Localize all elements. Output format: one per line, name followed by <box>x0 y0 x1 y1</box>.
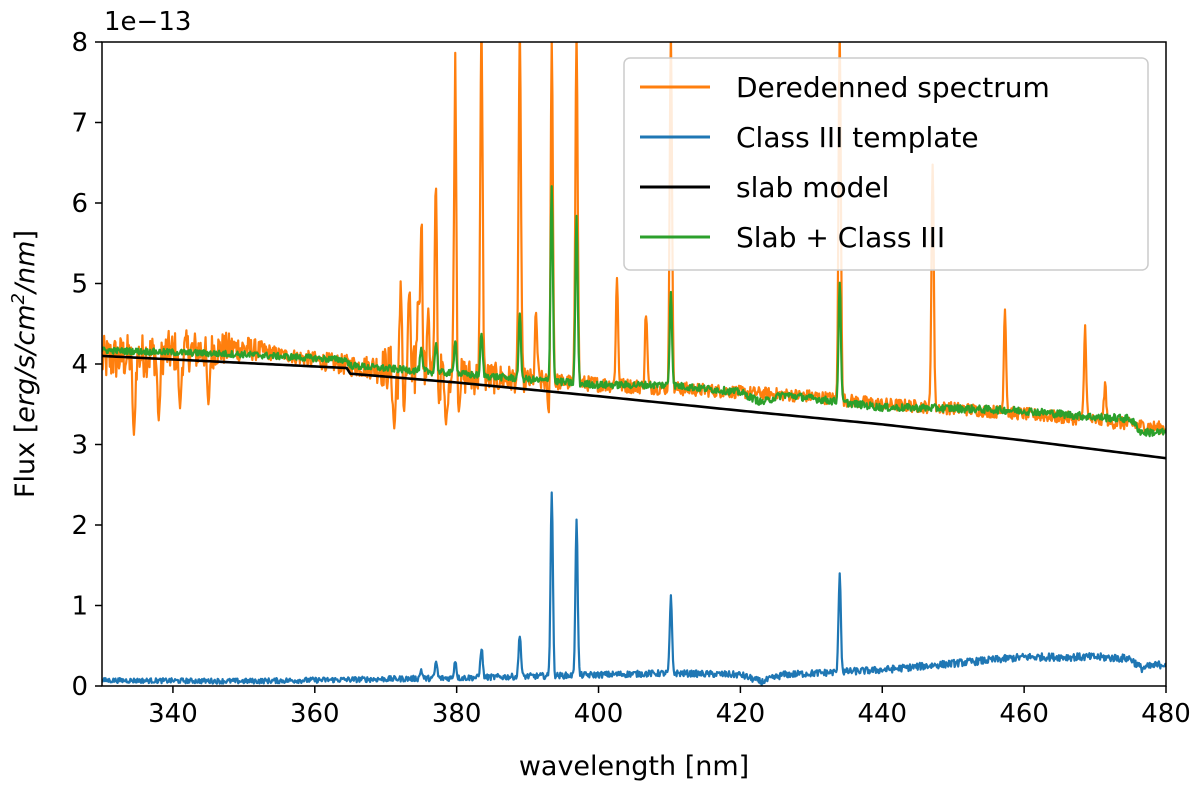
y-tick-label: 2 <box>71 511 88 541</box>
x-tick-label: 380 <box>432 699 482 729</box>
legend: Deredenned spectrum Class III template sla… <box>623 57 1149 271</box>
x-tick-label: 400 <box>574 699 624 729</box>
y-label-suffix: ] <box>10 230 41 241</box>
x-tick-label: 480 <box>1141 699 1191 729</box>
legend-box <box>623 57 1149 271</box>
y-axis: 0 1 2 3 4 5 6 7 8 <box>71 28 102 702</box>
series-line-slab-class-iii <box>102 185 1166 438</box>
x-tick-label: 460 <box>999 699 1049 729</box>
y-label-unit: erg/s/cm <box>10 305 41 423</box>
legend-label-class-iii-template: Class III template <box>736 121 979 154</box>
y-tick-label: 6 <box>71 189 88 219</box>
legend-label-slab-class-iii: Slab + Class III <box>736 221 945 254</box>
x-axis: 340 360 380 400 420 440 460 480 <box>148 686 1191 729</box>
y-label-prefix: Flux [ <box>10 423 41 498</box>
x-tick-label: 420 <box>716 699 766 729</box>
y-label-exponent: 2 <box>8 293 29 304</box>
y-tick-label: 0 <box>71 672 88 702</box>
series-layer <box>102 42 1166 686</box>
legend-label-slab-model: slab model <box>736 171 889 204</box>
y-label-per-nm: /nm <box>10 241 41 296</box>
y-axis-label: Flux [erg/s/cm2/nm] <box>8 230 41 498</box>
y-tick-label: 8 <box>71 28 88 58</box>
x-tick-label: 340 <box>148 699 198 729</box>
x-tick-label: 360 <box>290 699 340 729</box>
y-tick-label: 7 <box>71 109 88 139</box>
y-offset-label: 1e−13 <box>104 7 191 37</box>
legend-label-deredenned-spectrum: Deredenned spectrum <box>736 71 1050 104</box>
x-axis-label: wavelength [nm] <box>519 751 749 782</box>
y-tick-label: 4 <box>71 350 88 380</box>
y-tick-label: 3 <box>71 431 88 461</box>
y-tick-label: 1 <box>71 592 88 622</box>
x-tick-label: 440 <box>857 699 907 729</box>
series-line-class-iii-template <box>102 491 1166 686</box>
y-tick-label: 5 <box>71 270 88 300</box>
series-line-slab-model <box>102 354 1166 460</box>
